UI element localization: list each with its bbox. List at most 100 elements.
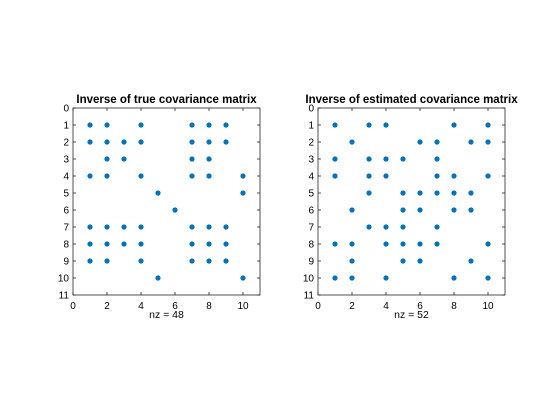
y-tick-label: 7 bbox=[308, 223, 314, 234]
data-point bbox=[468, 207, 474, 213]
x-tick-label: 10 bbox=[237, 301, 249, 312]
y-tick-label: 2 bbox=[308, 138, 314, 149]
data-point bbox=[383, 122, 389, 128]
data-point bbox=[349, 275, 355, 281]
data-point bbox=[206, 258, 212, 264]
data-point bbox=[87, 122, 93, 128]
data-point bbox=[485, 173, 491, 179]
data-point bbox=[104, 224, 110, 230]
data-point bbox=[417, 139, 423, 145]
estimated-covariance-plot: 0 2 4 6 8 10 0 1 2 3 4 5 6 7 8 9 10 11 Inverse of estimate… bbox=[303, 94, 518, 321]
data-point bbox=[366, 173, 372, 179]
data-point bbox=[417, 241, 423, 247]
y-tick-label: 3 bbox=[63, 155, 69, 166]
y-tick-label: 8 bbox=[308, 240, 314, 251]
y-tick-label: 0 bbox=[308, 104, 314, 115]
data-point bbox=[366, 190, 372, 196]
data-point bbox=[400, 241, 406, 247]
data-point bbox=[223, 122, 229, 128]
data-point bbox=[451, 190, 457, 196]
data-point bbox=[485, 275, 491, 281]
y-tick-label: 5 bbox=[63, 189, 69, 200]
data-point bbox=[434, 241, 440, 247]
data-point bbox=[189, 258, 195, 264]
data-point bbox=[485, 241, 491, 247]
data-point bbox=[383, 156, 389, 162]
data-point bbox=[468, 139, 474, 145]
data-point bbox=[400, 156, 406, 162]
y-tick-label: 3 bbox=[308, 155, 314, 166]
data-point bbox=[383, 224, 389, 230]
data-point bbox=[104, 241, 110, 247]
y-tick-label: 1 bbox=[63, 121, 69, 132]
data-point bbox=[206, 139, 212, 145]
data-point bbox=[332, 173, 338, 179]
data-point bbox=[138, 241, 144, 247]
data-point bbox=[451, 173, 457, 179]
x-tick-label: 6 bbox=[417, 301, 423, 312]
data-point bbox=[87, 224, 93, 230]
y-tick-label: 8 bbox=[63, 240, 69, 251]
data-point bbox=[155, 275, 161, 281]
y-tick-label: 11 bbox=[59, 291, 70, 302]
data-point bbox=[223, 139, 229, 145]
y-tick-label: 9 bbox=[308, 257, 314, 268]
y-tick-label: 6 bbox=[308, 206, 314, 217]
y-tick-label: 10 bbox=[58, 274, 70, 285]
data-point bbox=[366, 122, 372, 128]
data-point bbox=[87, 258, 93, 264]
data-point bbox=[366, 224, 372, 230]
data-point bbox=[434, 156, 440, 162]
data-point bbox=[206, 241, 212, 247]
data-point bbox=[468, 258, 474, 264]
data-point bbox=[104, 156, 110, 162]
data-point bbox=[400, 207, 406, 213]
axes-box bbox=[317, 107, 506, 296]
data-point bbox=[240, 190, 246, 196]
y-tick-label: 11 bbox=[304, 291, 315, 302]
data-point bbox=[485, 139, 491, 145]
data-point bbox=[104, 139, 110, 145]
x-tick-label: 0 bbox=[315, 301, 321, 312]
x-tick-label: 2 bbox=[349, 301, 355, 312]
data-point bbox=[172, 207, 178, 213]
data-point bbox=[349, 258, 355, 264]
data-point bbox=[138, 139, 144, 145]
data-point bbox=[104, 258, 110, 264]
x-tick-label: 2 bbox=[104, 301, 110, 312]
plot-title: Inverse of true covariance matrix bbox=[76, 94, 257, 106]
y-tick-label: 6 bbox=[63, 206, 69, 217]
data-point bbox=[434, 190, 440, 196]
y-tick-label: 2 bbox=[63, 138, 69, 149]
data-point bbox=[223, 241, 229, 247]
data-point bbox=[121, 156, 127, 162]
data-point bbox=[189, 156, 195, 162]
plot-title: Inverse of estimated covariance matrix bbox=[305, 94, 518, 106]
data-point bbox=[223, 258, 229, 264]
data-point bbox=[138, 173, 144, 179]
data-point bbox=[366, 156, 372, 162]
x-tick-label: 8 bbox=[451, 301, 457, 312]
x-axis-label: nz = 52 bbox=[394, 309, 429, 321]
data-point bbox=[451, 207, 457, 213]
x-tick-label: 6 bbox=[172, 301, 178, 312]
y-tick-label: 4 bbox=[308, 172, 314, 183]
data-point bbox=[138, 224, 144, 230]
data-point bbox=[189, 173, 195, 179]
data-point bbox=[121, 139, 127, 145]
y-tick-label: 9 bbox=[63, 257, 69, 268]
true-covariance-plot: 0 2 4 6 8 10 0 1 2 3 4 5 6 7 8 9 10 11 Inverse of true cov… bbox=[58, 94, 261, 321]
data-point bbox=[417, 190, 423, 196]
data-point bbox=[87, 173, 93, 179]
data-point bbox=[383, 275, 389, 281]
data-point bbox=[155, 190, 161, 196]
data-point bbox=[240, 173, 246, 179]
y-tick-label: 10 bbox=[303, 274, 315, 285]
data-point bbox=[332, 156, 338, 162]
x-axis-label: nz = 48 bbox=[149, 309, 184, 321]
data-point bbox=[240, 275, 246, 281]
data-point bbox=[206, 122, 212, 128]
data-point bbox=[400, 190, 406, 196]
data-point bbox=[349, 207, 355, 213]
